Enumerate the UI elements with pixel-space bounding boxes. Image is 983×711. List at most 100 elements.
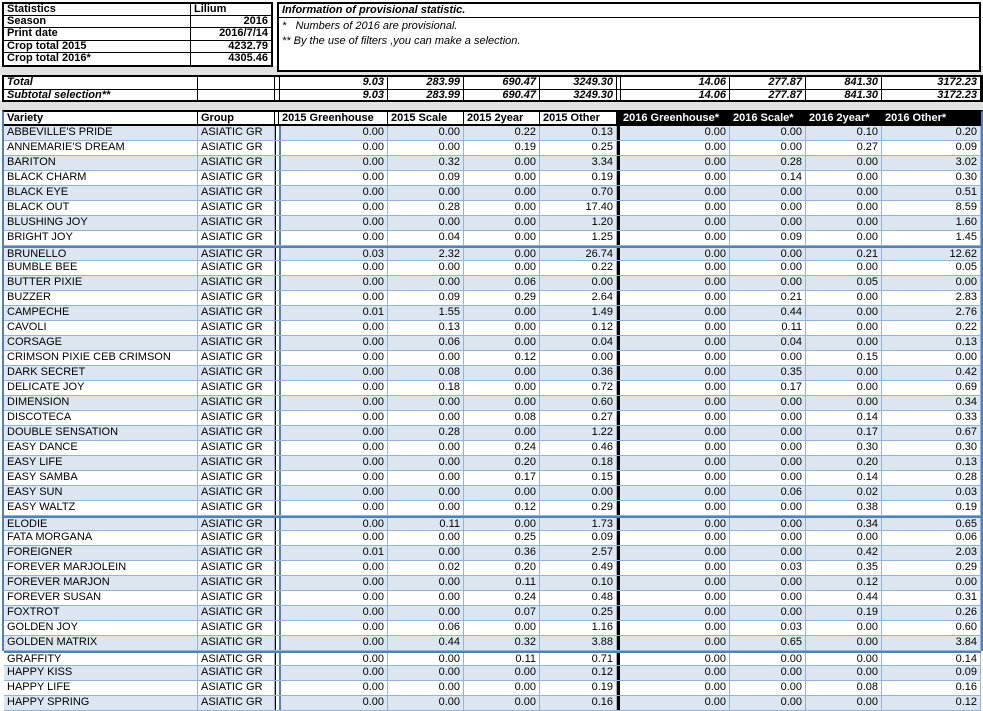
- crop-total-2016-label[interactable]: Crop total 2016*: [4, 52, 191, 65]
- value-cell-2016-scale[interactable]: 0.00: [730, 456, 806, 470]
- value-cell-2015-other[interactable]: 0.27: [540, 411, 617, 425]
- value-cell-2015-scale[interactable]: 0.00: [388, 276, 464, 290]
- value-cell-2016-2year[interactable]: 0.00: [806, 636, 882, 650]
- value-cell-2015-greenhouse[interactable]: 0.00: [279, 591, 388, 605]
- variety-cell[interactable]: FOREVER MARJOLEIN: [4, 561, 198, 575]
- value-cell-2016-2year[interactable]: 0.00: [806, 306, 882, 320]
- value-cell-2016-other[interactable]: 0.03: [882, 486, 981, 500]
- group-cell[interactable]: ASIATIC GR: [198, 606, 275, 620]
- total-label[interactable]: Total: [4, 77, 198, 89]
- variety-cell[interactable]: CORSAGE: [4, 336, 198, 350]
- value-cell-2015-greenhouse[interactable]: 0.00: [279, 171, 388, 185]
- value-cell-2016-greenhouse[interactable]: 0.00: [620, 636, 730, 650]
- header-group[interactable]: Group: [198, 112, 275, 124]
- value-cell-2015-2year[interactable]: 0.00: [464, 171, 540, 185]
- value-cell-2015-scale[interactable]: 0.32: [388, 156, 464, 170]
- total-2016-greenhouse[interactable]: 14.06: [620, 77, 730, 89]
- group-cell[interactable]: ASIATIC GR: [198, 696, 275, 710]
- value-cell-2016-scale[interactable]: 0.00: [730, 681, 806, 695]
- statistics-value[interactable]: Lilium: [194, 3, 227, 16]
- value-cell-2016-other[interactable]: 8.59: [882, 201, 981, 215]
- value-cell-2015-other[interactable]: 0.15: [540, 471, 617, 485]
- value-cell-2015-2year[interactable]: 0.25: [464, 531, 540, 545]
- value-cell-2016-other[interactable]: 0.34: [882, 396, 981, 410]
- value-cell-2016-greenhouse[interactable]: 0.00: [620, 126, 730, 140]
- value-cell-2016-greenhouse[interactable]: 0.00: [620, 291, 730, 305]
- variety-cell[interactable]: FOREVER MARJON: [4, 576, 198, 590]
- value-cell-2015-other[interactable]: 1.16: [540, 621, 617, 635]
- value-cell-2016-scale[interactable]: 0.00: [730, 186, 806, 200]
- variety-cell[interactable]: EASY LIFE: [4, 456, 198, 470]
- value-cell-2016-2year[interactable]: 0.27: [806, 141, 882, 155]
- value-cell-2016-scale[interactable]: 0.00: [730, 501, 806, 515]
- group-cell[interactable]: ASIATIC GR: [198, 531, 275, 545]
- value-cell-2015-scale[interactable]: 0.00: [388, 546, 464, 560]
- header-2016-scale[interactable]: 2016 Scale*: [730, 112, 806, 124]
- group-cell[interactable]: ASIATIC GR: [198, 621, 275, 635]
- value-cell-2016-other[interactable]: 1.60: [882, 216, 981, 230]
- value-cell-2015-2year[interactable]: 0.00: [464, 201, 540, 215]
- value-cell-2016-2year[interactable]: 0.00: [806, 291, 882, 305]
- value-cell-2016-scale[interactable]: 0.44: [730, 306, 806, 320]
- value-cell-2015-scale[interactable]: 0.06: [388, 336, 464, 350]
- value-cell-2015-other[interactable]: 0.09: [540, 531, 617, 545]
- variety-cell[interactable]: GOLDEN MATRIX: [4, 636, 198, 650]
- value-cell-2016-scale[interactable]: 0.03: [730, 561, 806, 575]
- group-cell[interactable]: ASIATIC GR: [198, 381, 275, 395]
- value-cell-2016-greenhouse[interactable]: 0.00: [620, 471, 730, 485]
- season-value[interactable]: 2016: [243, 15, 268, 28]
- value-cell-2016-other[interactable]: 0.00: [882, 276, 981, 290]
- value-cell-2015-2year[interactable]: 0.20: [464, 561, 540, 575]
- value-cell-2016-scale[interactable]: 0.00: [730, 216, 806, 230]
- variety-cell[interactable]: BUTTER PIXIE: [4, 276, 198, 290]
- value-cell-2016-greenhouse[interactable]: 0.00: [620, 621, 730, 635]
- value-cell-2016-greenhouse[interactable]: 0.00: [620, 591, 730, 605]
- group-cell[interactable]: ASIATIC GR: [198, 518, 275, 530]
- value-cell-2015-scale[interactable]: 0.00: [388, 696, 464, 710]
- subtotal-2016-greenhouse[interactable]: 14.06: [620, 89, 730, 101]
- group-cell[interactable]: ASIATIC GR: [198, 456, 275, 470]
- value-cell-2015-other[interactable]: 0.48: [540, 591, 617, 605]
- value-cell-2016-2year[interactable]: 0.05: [806, 276, 882, 290]
- value-cell-2016-greenhouse[interactable]: 0.00: [620, 486, 730, 500]
- value-cell-2015-scale[interactable]: 0.00: [388, 653, 464, 665]
- value-cell-2015-greenhouse[interactable]: 0.00: [279, 531, 388, 545]
- value-cell-2015-other[interactable]: 0.19: [540, 681, 617, 695]
- value-cell-2015-greenhouse[interactable]: 0.03: [279, 248, 388, 260]
- value-cell-2016-2year[interactable]: 0.35: [806, 561, 882, 575]
- value-cell-2015-greenhouse[interactable]: 0.00: [279, 381, 388, 395]
- value-cell-2015-other[interactable]: 0.00: [540, 486, 617, 500]
- subtotal-2015-other[interactable]: 3249.30: [540, 89, 617, 101]
- value-cell-2015-other[interactable]: 0.00: [540, 276, 617, 290]
- value-cell-2015-greenhouse[interactable]: 0.00: [279, 396, 388, 410]
- value-cell-2016-scale[interactable]: 0.03: [730, 621, 806, 635]
- value-cell-2016-greenhouse[interactable]: 0.00: [620, 248, 730, 260]
- value-cell-2016-2year[interactable]: 0.02: [806, 486, 882, 500]
- value-cell-2016-other[interactable]: 3.02: [882, 156, 981, 170]
- value-cell-2015-2year[interactable]: 0.00: [464, 681, 540, 695]
- value-cell-2015-greenhouse[interactable]: 0.00: [279, 636, 388, 650]
- variety-cell[interactable]: GOLDEN JOY: [4, 621, 198, 635]
- value-cell-2015-scale[interactable]: 0.09: [388, 291, 464, 305]
- value-cell-2015-greenhouse[interactable]: 0.00: [279, 201, 388, 215]
- total-2016-scale[interactable]: 277.87: [730, 77, 806, 89]
- group-cell[interactable]: ASIATIC GR: [198, 471, 275, 485]
- value-cell-2015-scale[interactable]: 0.18: [388, 381, 464, 395]
- variety-cell[interactable]: ELODIE: [4, 518, 198, 530]
- value-cell-2015-2year[interactable]: 0.00: [464, 306, 540, 320]
- value-cell-2016-greenhouse[interactable]: 0.00: [620, 321, 730, 335]
- value-cell-2015-2year[interactable]: 0.00: [464, 216, 540, 230]
- variety-cell[interactable]: BUZZER: [4, 291, 198, 305]
- value-cell-2015-2year[interactable]: 0.22: [464, 126, 540, 140]
- group-cell[interactable]: ASIATIC GR: [198, 126, 275, 140]
- group-cell[interactable]: ASIATIC GR: [198, 321, 275, 335]
- value-cell-2016-2year[interactable]: 0.00: [806, 156, 882, 170]
- value-cell-2015-other[interactable]: 1.49: [540, 306, 617, 320]
- value-cell-2015-2year[interactable]: 0.29: [464, 291, 540, 305]
- value-cell-2016-greenhouse[interactable]: 0.00: [620, 606, 730, 620]
- value-cell-2015-greenhouse[interactable]: 0.00: [279, 321, 388, 335]
- variety-cell[interactable]: EASY DANCE: [4, 441, 198, 455]
- header-2015-greenhouse[interactable]: 2015 Greenhouse: [279, 112, 388, 124]
- value-cell-2015-greenhouse[interactable]: 0.00: [279, 576, 388, 590]
- value-cell-2016-scale[interactable]: 0.28: [730, 156, 806, 170]
